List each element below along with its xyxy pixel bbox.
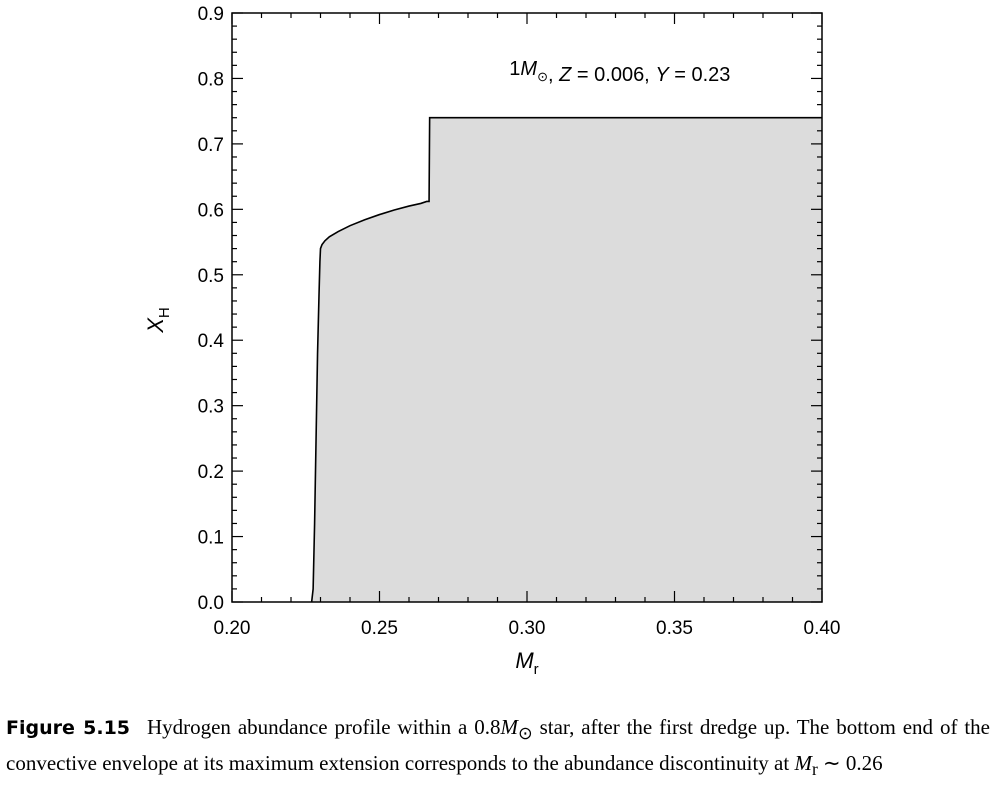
x-tick-label: 0.20: [214, 618, 251, 639]
annotation-part: 1: [509, 58, 520, 80]
annotation-label: 1M⊙, Z = 0.006, Y = 0.23: [509, 58, 730, 86]
y-tick-label: 0.6: [198, 200, 224, 221]
annotation-part: Y: [655, 64, 670, 86]
area-fill: [311, 117, 822, 603]
x-tick-label: 0.25: [361, 618, 398, 639]
y-tick-label: 0.9: [198, 4, 224, 25]
plot-area: [310, 116, 822, 603]
annotation-part: = 0.006,: [571, 64, 655, 86]
caption-mass-symbol: M: [500, 715, 519, 739]
y-axis-title: XH: [143, 307, 173, 334]
x-tick-label: 0.30: [509, 618, 546, 639]
caption-mr-symbol: M: [794, 751, 812, 776]
annotation-part: M: [520, 58, 537, 80]
y-tick-label: 0.7: [198, 135, 224, 156]
y-tick-label: 0.3: [198, 397, 224, 418]
x-tick-label: 0.40: [804, 618, 841, 639]
axis-symbol: M: [515, 648, 534, 673]
caption-text-1: Hydrogen abundance profile within a 0.8: [146, 715, 501, 739]
y-tick-label: 0.8: [198, 69, 224, 90]
y-tick-label: 0.2: [198, 462, 224, 483]
y-tick-label: 0.4: [198, 331, 225, 352]
annotation-part: ,: [548, 64, 559, 86]
axis-subscript: H: [156, 307, 173, 318]
y-tick-label: 0.0: [198, 593, 224, 614]
chart: 0.20 0.25 0.30 0.35 0.40 0.0 0.1 0.2 0.3 0.4 0.5 0.…: [143, 4, 841, 678]
caption-text-3: ∼ 0.26: [817, 751, 883, 776]
x-axis-title: Mr: [515, 648, 538, 678]
y-tick-label: 0.1: [198, 528, 224, 549]
annotation-part: Z: [558, 64, 572, 86]
caption-mass-sub: ⊙: [518, 723, 533, 744]
annotation-part: = 0.23: [669, 64, 731, 86]
caption-text-2: star, after the first dredge up. The bot…: [6, 715, 990, 776]
annotation-part: ⊙: [537, 69, 548, 84]
y-tick-label: 0.5: [198, 266, 224, 287]
series-line: [310, 116, 822, 603]
axis-symbol: X: [143, 317, 168, 334]
figure-caption: Figure 5.15 Hydrogen abundance profile w…: [6, 712, 990, 784]
figure-label: Figure 5.15: [6, 717, 131, 739]
axes: [231, 12, 823, 603]
caption-mr-sub: r: [811, 759, 818, 780]
x-tick-label: 0.35: [656, 618, 693, 639]
tick-labels: 0.20 0.25 0.30 0.35 0.40 0.0 0.1 0.2 0.3 0.4 0.5 0.…: [198, 4, 841, 639]
axis-subscript: r: [534, 661, 539, 678]
